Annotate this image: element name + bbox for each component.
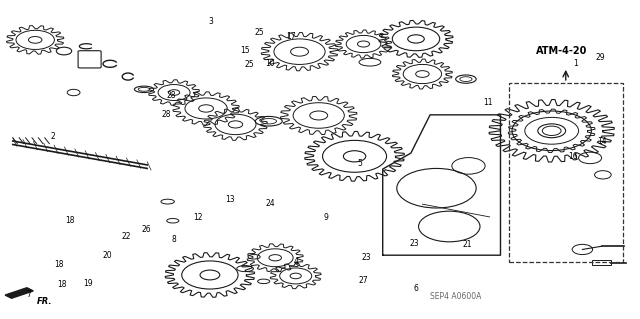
Text: 10: 10 bbox=[265, 59, 275, 68]
Text: 22: 22 bbox=[122, 232, 131, 241]
Text: 19: 19 bbox=[83, 279, 93, 288]
Text: 18: 18 bbox=[66, 216, 75, 225]
Bar bbox=[509, 83, 623, 262]
Text: 1: 1 bbox=[573, 59, 579, 68]
Text: 4: 4 bbox=[293, 257, 298, 266]
Text: 23: 23 bbox=[410, 239, 420, 248]
Text: 25: 25 bbox=[254, 28, 264, 37]
Text: ATM-4-20: ATM-4-20 bbox=[536, 46, 588, 56]
Text: 3: 3 bbox=[209, 17, 214, 26]
Text: 29: 29 bbox=[595, 53, 605, 62]
Text: 5: 5 bbox=[357, 159, 362, 168]
Text: 12: 12 bbox=[194, 213, 203, 222]
Text: 11: 11 bbox=[483, 98, 492, 107]
Text: 7: 7 bbox=[26, 290, 31, 299]
Text: SEP4 A0600A: SEP4 A0600A bbox=[430, 292, 481, 300]
Text: 17: 17 bbox=[286, 32, 296, 41]
Text: 24: 24 bbox=[265, 199, 275, 208]
Text: 16: 16 bbox=[568, 152, 579, 161]
Text: 13: 13 bbox=[225, 195, 236, 204]
Polygon shape bbox=[5, 288, 33, 298]
Text: 21: 21 bbox=[463, 240, 472, 249]
Text: 23: 23 bbox=[361, 253, 371, 262]
Text: 2: 2 bbox=[50, 132, 55, 141]
Text: 18: 18 bbox=[54, 260, 63, 269]
Text: 9: 9 bbox=[324, 213, 329, 222]
Text: 8: 8 bbox=[172, 235, 177, 244]
Text: 25: 25 bbox=[244, 60, 255, 69]
Bar bbox=[592, 260, 611, 265]
Text: 28: 28 bbox=[162, 110, 171, 119]
Text: FR.: FR. bbox=[37, 297, 52, 306]
Text: 26: 26 bbox=[141, 225, 151, 234]
Text: 6: 6 bbox=[413, 284, 419, 293]
Text: 18: 18 bbox=[58, 280, 67, 289]
Text: 27: 27 bbox=[358, 276, 369, 285]
Text: 28: 28 bbox=[167, 91, 176, 100]
Text: 14: 14 bbox=[596, 137, 607, 146]
Text: 20: 20 bbox=[102, 251, 113, 260]
Text: 15: 15 bbox=[240, 46, 250, 55]
